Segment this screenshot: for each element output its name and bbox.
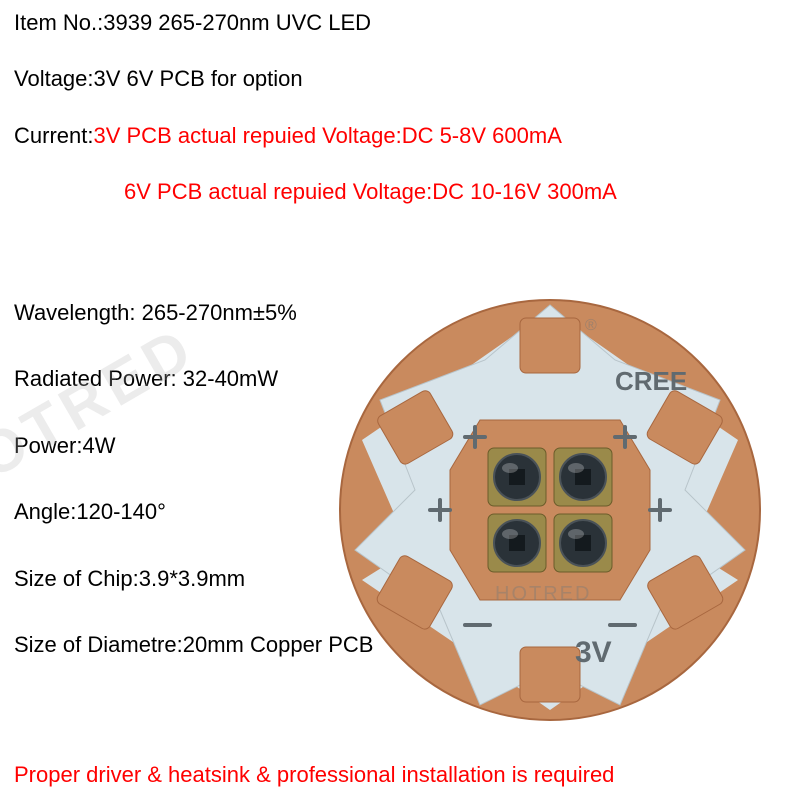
pcb-brand-text: CREE <box>615 366 687 396</box>
footer-warning: Proper driver & heatsink & professional … <box>14 762 614 788</box>
angle-value: 120-140° <box>76 499 166 524</box>
diameter-line: Size of Diametre:20mm Copper PCB <box>14 632 373 658</box>
chip-line: Size of Chip:3.9*3.9mm <box>14 566 373 592</box>
item-no-value: 3939 265-270nm UVC LED <box>103 10 371 35</box>
radiated-value: 32-40mW <box>177 366 278 391</box>
pcb-illustration: CREE 3V <box>330 290 770 730</box>
chip-value: 3.9*3.9mm <box>139 566 245 591</box>
current-3v-value: 3V PCB actual repuied Voltage:DC 5-8V 60… <box>93 123 561 148</box>
reg-mark: ® <box>585 317 597 334</box>
pcb-voltage-text: 3V <box>575 636 612 669</box>
angle-label: Angle: <box>14 499 76 524</box>
radiated-line: Radiated Power: 32-40mW <box>14 366 373 392</box>
power-label: Power: <box>14 433 82 458</box>
angle-line: Angle:120-140° <box>14 499 373 525</box>
pcb-watermark: HOTRED <box>495 583 591 605</box>
voltage-value: 3V 6V PCB for option <box>94 66 303 91</box>
voltage-label: Voltage: <box>14 66 94 91</box>
wavelength-label: Wavelength: <box>14 300 135 325</box>
current-6v-line: 6V PCB actual repuied Voltage:DC 10-16V … <box>124 179 786 205</box>
item-no-label: Item No.: <box>14 10 103 35</box>
diameter-label: Size of Diametre: <box>14 632 183 657</box>
current-label: Current: <box>14 123 93 148</box>
wavelength-value: 265-270nm±5% <box>135 300 296 325</box>
item-no-line: Item No.:3939 265-270nm UVC LED <box>14 10 786 36</box>
current-line: Current:3V PCB actual repuied Voltage:DC… <box>14 123 786 149</box>
voltage-line: Voltage:3V 6V PCB for option <box>14 66 786 92</box>
power-value: 4W <box>82 433 115 458</box>
power-line: Power:4W <box>14 433 373 459</box>
wavelength-line: Wavelength: 265-270nm±5% <box>14 300 373 326</box>
radiated-label: Radiated Power: <box>14 366 177 391</box>
chip-label: Size of Chip: <box>14 566 139 591</box>
